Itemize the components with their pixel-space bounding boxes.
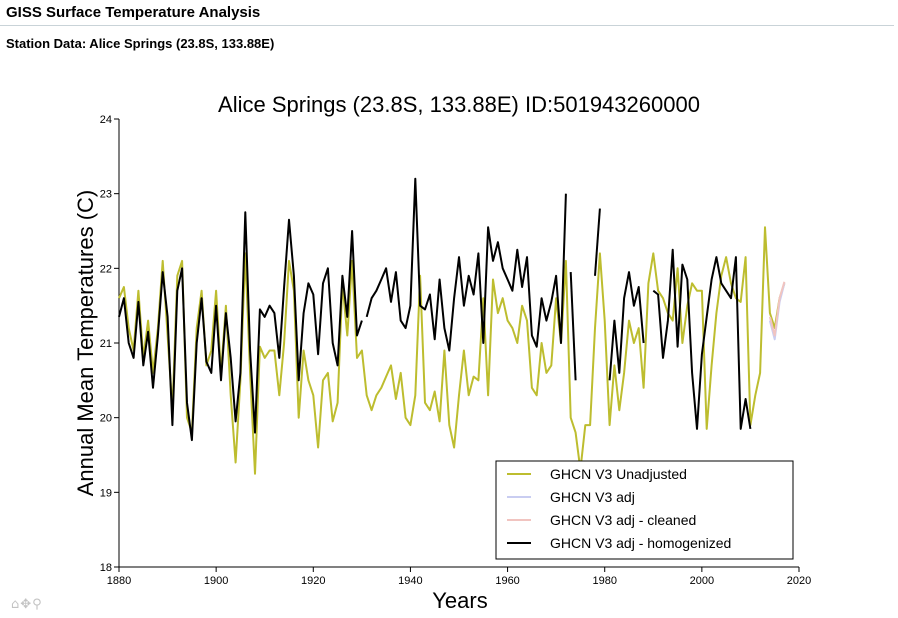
- y-tick-label: 22: [100, 263, 112, 275]
- home-icon[interactable]: ⌂: [11, 597, 20, 612]
- header-divider: [0, 25, 894, 26]
- x-tick-label: 1900: [204, 575, 228, 587]
- series-line: [652, 248, 752, 430]
- x-tick-label: 2000: [690, 575, 714, 587]
- x-tick-label: 1960: [495, 575, 519, 587]
- x-tick-label: 1940: [398, 575, 422, 587]
- series-line: [594, 208, 601, 276]
- x-axis-label: Years: [432, 588, 487, 613]
- series-line: [768, 281, 786, 337]
- x-tick-label: 1920: [301, 575, 325, 587]
- legend-label: GHCN V3 adj - cleaned: [550, 512, 696, 528]
- series-line: [569, 272, 577, 381]
- axes: 1880 1900 1920 1940 1960 1980 2000 202018192021…: [100, 114, 811, 587]
- plot-toolbar: ⌂ ✥ ⚲: [11, 598, 42, 611]
- legend-label: GHCN V3 adj: [550, 489, 635, 505]
- y-tick-label: 18: [100, 562, 112, 574]
- y-tick-label: 21: [100, 338, 112, 350]
- series-3: [768, 281, 786, 337]
- series-4: [118, 177, 752, 442]
- x-tick-label: 1980: [592, 575, 616, 587]
- y-tick-label: 19: [100, 487, 112, 499]
- series-lines: [118, 177, 786, 475]
- app-title: GISS Surface Temperature Analysis: [6, 4, 261, 21]
- chart-title: Alice Springs (23.8S, 133.88E) ID:501943…: [218, 92, 700, 117]
- legend-label: GHCN V3 Unadjusted: [550, 466, 687, 482]
- legend-box: [495, 460, 794, 560]
- y-tick-label: 23: [100, 189, 112, 201]
- legend: GHCN V3 Unadjusted GHCN V3 adj GHCN V3 adj…: [495, 460, 794, 560]
- x-tick-label: 1880: [107, 575, 131, 587]
- zoom-icon[interactable]: ⚲: [32, 597, 42, 612]
- series-line: [365, 177, 567, 352]
- pan-icon[interactable]: ✥: [20, 597, 32, 612]
- y-tick-label: 20: [100, 413, 112, 425]
- y-axis-label: Annual Mean Temperatures (C): [73, 190, 98, 497]
- series-line: [608, 271, 645, 381]
- series-1: [118, 226, 786, 475]
- x-tick-label: 2020: [787, 575, 811, 587]
- series-line: [118, 226, 786, 475]
- series-line: [118, 211, 363, 442]
- y-tick-label: 24: [100, 114, 112, 126]
- station-title: Station Data: Alice Springs (23.8S, 133.…: [6, 36, 275, 51]
- legend-label: GHCN V3 adj - homogenized: [550, 535, 731, 551]
